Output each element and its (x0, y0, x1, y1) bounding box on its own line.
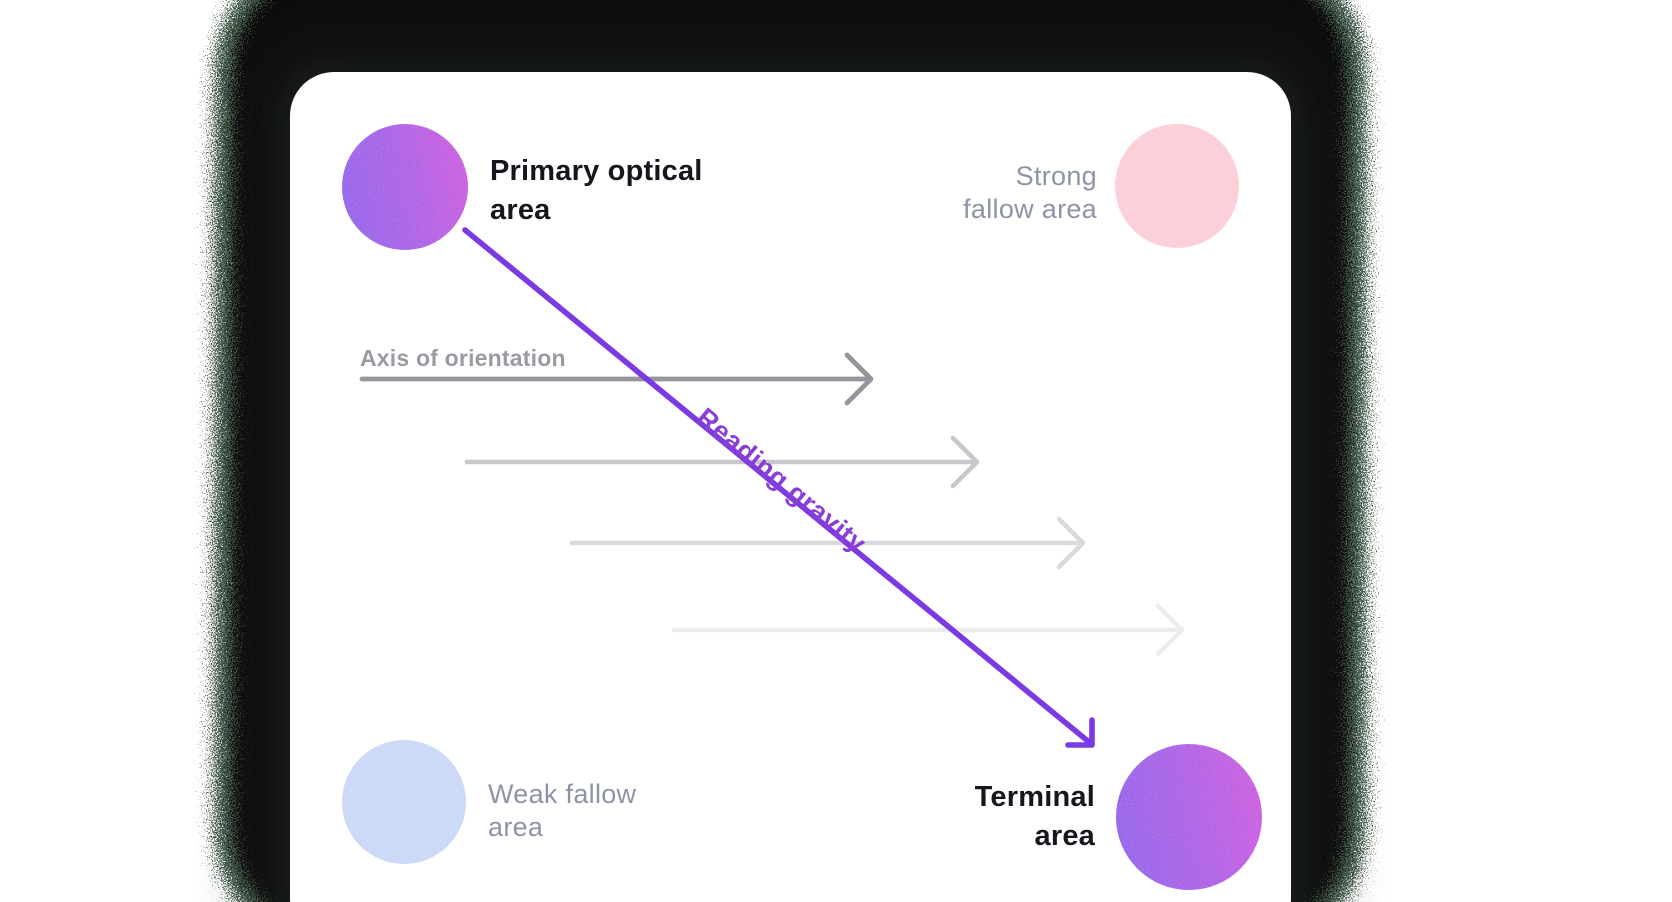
weak-fallow-area-circle (342, 740, 466, 864)
axis-of-orientation-label: Axis of orientation (360, 345, 566, 371)
reading-axis-arrow-1 (359, 352, 874, 406)
primary-optical-area-label-line1: Primary optical (490, 155, 703, 187)
reading-axis-arrow-2 (464, 435, 980, 489)
weak-fallow-area-label-line2: area (488, 812, 544, 842)
terminal-area-label-line1: Terminal (974, 781, 1095, 813)
weak-fallow-area-label: Weak fallow area (488, 778, 636, 844)
primary-optical-area-label: Primary optical area (490, 152, 703, 230)
reading-axis-arrow-3 (569, 516, 1086, 570)
terminal-area-label-line2: area (1034, 820, 1095, 852)
diagram-card: Primary optical area Strong fallow area We… (290, 72, 1291, 902)
grain-texture (1116, 744, 1262, 890)
primary-optical-area-circle (342, 124, 468, 250)
strong-fallow-area-circle (1115, 124, 1239, 248)
strong-fallow-area-label-line2: fallow area (963, 194, 1097, 224)
strong-fallow-area-label: Strong fallow area (963, 160, 1097, 226)
terminal-area-label: Terminal area (975, 778, 1095, 856)
reading-gravity-arrow (462, 227, 1095, 748)
grain-texture (342, 124, 468, 250)
weak-fallow-area-label-line1: Weak fallow (488, 779, 637, 809)
arrows-layer (359, 227, 1185, 748)
terminal-area-circle (1116, 744, 1262, 890)
primary-optical-area-label-line2: area (490, 194, 551, 226)
strong-fallow-area-label-line1: Strong (1015, 161, 1097, 191)
reading-axis-arrow-4 (671, 603, 1185, 657)
